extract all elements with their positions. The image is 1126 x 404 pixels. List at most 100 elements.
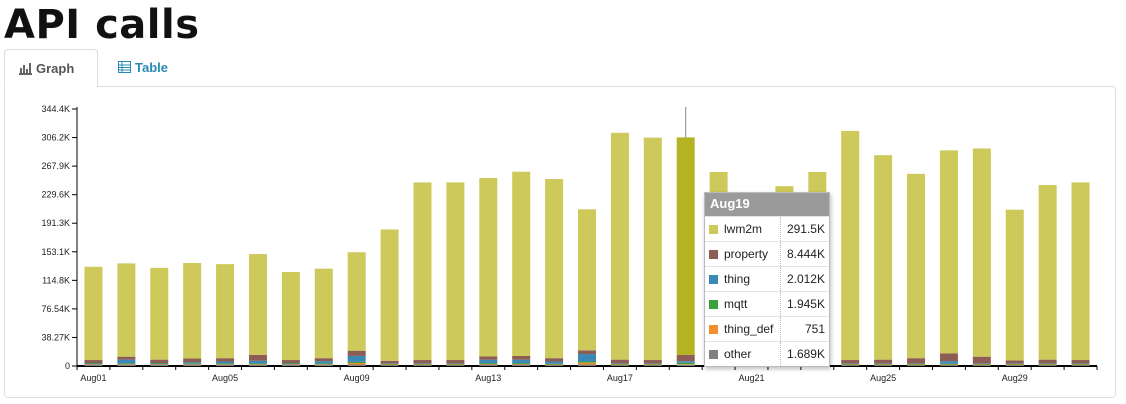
bar-segment-property — [1038, 359, 1057, 364]
tab-graph[interactable]: Graph — [4, 49, 98, 88]
y-tick-label: 0 — [65, 361, 70, 371]
bar-segment-thing — [150, 363, 169, 364]
bar-segment-thing-def — [446, 364, 465, 366]
bar-segment-property — [874, 359, 893, 364]
tooltip-series-value: 8.444K — [780, 241, 829, 267]
bar-segment-lwm2m — [643, 137, 662, 361]
bar-segment-mqtt — [610, 363, 629, 365]
bar-segment-lwm2m — [907, 173, 926, 359]
bar-segment-thing-def — [610, 364, 629, 366]
bar-segment-lwm2m — [841, 130, 860, 361]
table-icon — [118, 61, 131, 73]
bar-segment-mqtt — [512, 363, 531, 364]
tooltip-series-name: lwm2m — [724, 222, 762, 236]
bar-segment-other — [907, 364, 926, 366]
bar-segment-mqtt — [939, 363, 958, 365]
y-tick-label: 229.6K — [41, 190, 70, 200]
tab-graph-label: Graph — [36, 61, 75, 76]
bar-segment-property — [150, 359, 169, 364]
tooltip-series-value: 2.012K — [780, 266, 829, 292]
bar-segment-thing-def — [380, 364, 399, 366]
bar-segment-lwm2m — [479, 178, 498, 357]
bar-segment-mqtt — [281, 363, 300, 365]
bar-segment-thing-def — [248, 364, 267, 365]
bar-segment-thing — [841, 363, 860, 364]
bar-segment-mqtt — [907, 363, 926, 365]
bar-segment-property — [1071, 360, 1090, 364]
bar-segment-property — [610, 359, 629, 364]
bar-segment-thing — [117, 359, 136, 364]
bar-segment-thing — [183, 362, 202, 364]
bar-segment-thing-def — [216, 364, 235, 365]
bar-segment-thing — [610, 363, 629, 364]
tooltip-row-other: other 1.689K — [705, 341, 829, 366]
bar-segment-mqtt — [545, 363, 564, 365]
bar-segment-lwm2m — [380, 229, 399, 361]
bar-segment-property — [314, 358, 333, 362]
tooltip-series-value: 751 — [780, 316, 829, 342]
bar-segment-property — [939, 353, 958, 362]
bar-segment-other — [314, 364, 333, 366]
bar-segment-thing-def — [150, 364, 169, 365]
bar-segment-mqtt — [117, 363, 136, 365]
tooltip-series-name: other — [724, 347, 752, 361]
tooltip-series-cell: lwm2m — [705, 216, 781, 242]
chart-tooltip: Aug19 lwm2m 291.5K property 8.444K thing 2.01… — [704, 192, 830, 367]
bar-segment-thing-def — [939, 364, 958, 366]
bar-segment-lwm2m — [676, 137, 695, 355]
bar-segment-property — [446, 360, 465, 364]
tooltip-series-value: 1.689K — [780, 341, 829, 366]
bar-segment-thing — [314, 361, 333, 364]
bar-segment-thing-def — [907, 364, 926, 366]
bar-segment-mqtt — [676, 362, 695, 365]
bar-segment-thing — [380, 363, 399, 364]
bar-segment-thing — [446, 363, 465, 364]
bar-segment-lwm2m — [972, 148, 991, 357]
bar-segment-lwm2m — [314, 268, 333, 359]
x-tick-label: Aug17 — [607, 373, 633, 383]
legend-swatch — [709, 300, 718, 310]
bar-segment-other — [84, 364, 103, 366]
bar-segment-thing-def — [281, 364, 300, 365]
bar-segment-thing — [972, 363, 991, 364]
bar-segment-thing-def — [676, 364, 695, 365]
bar-segment-mqtt — [874, 363, 893, 365]
bar-segment-mqtt — [380, 363, 399, 365]
bar-segment-lwm2m — [1005, 209, 1024, 361]
legend-swatch — [709, 275, 718, 285]
legend-swatch — [709, 225, 718, 235]
page-title: API calls — [4, 2, 200, 48]
bar-segment-lwm2m — [413, 182, 432, 361]
bar-segment-mqtt — [84, 363, 103, 365]
tooltip-series-cell: thing — [705, 266, 781, 292]
bar-segment-mqtt — [1038, 363, 1057, 365]
bar-segment-other — [248, 364, 267, 366]
bar-segment-mqtt — [578, 361, 596, 363]
legend-swatch — [709, 350, 718, 360]
bar-segment-lwm2m — [117, 263, 136, 357]
bar-segment-lwm2m — [578, 209, 596, 351]
tab-table-label: Table — [135, 59, 168, 75]
bar-segment-property — [907, 358, 926, 364]
tab-table[interactable]: Table — [104, 49, 182, 85]
bar-segment-property — [413, 360, 432, 364]
bar-segment-other — [610, 364, 629, 366]
bar-segment-other — [578, 364, 596, 366]
bar-segment-thing-def — [512, 363, 531, 365]
bar-segment-other — [545, 364, 564, 366]
bar-segment-thing-def — [347, 363, 366, 365]
tooltip-date: Aug19 — [705, 193, 829, 216]
bar-segment-other — [1005, 364, 1024, 366]
bar-segment-property — [841, 360, 860, 364]
bar-segment-thing — [545, 361, 564, 364]
bar-segment-thing — [1005, 363, 1024, 364]
bar-segment-thing-def — [643, 364, 662, 366]
bar-segment-lwm2m — [1038, 185, 1057, 360]
bar-segment-other — [183, 364, 202, 366]
bar-segment-other — [1038, 364, 1057, 366]
tooltip-row-mqtt: mqtt 1.945K — [705, 291, 829, 317]
bar-segment-thing-def — [117, 364, 136, 365]
bar-segment-thing — [907, 363, 926, 364]
bar-segment-property — [347, 350, 366, 356]
bar-segment-mqtt — [841, 363, 860, 365]
